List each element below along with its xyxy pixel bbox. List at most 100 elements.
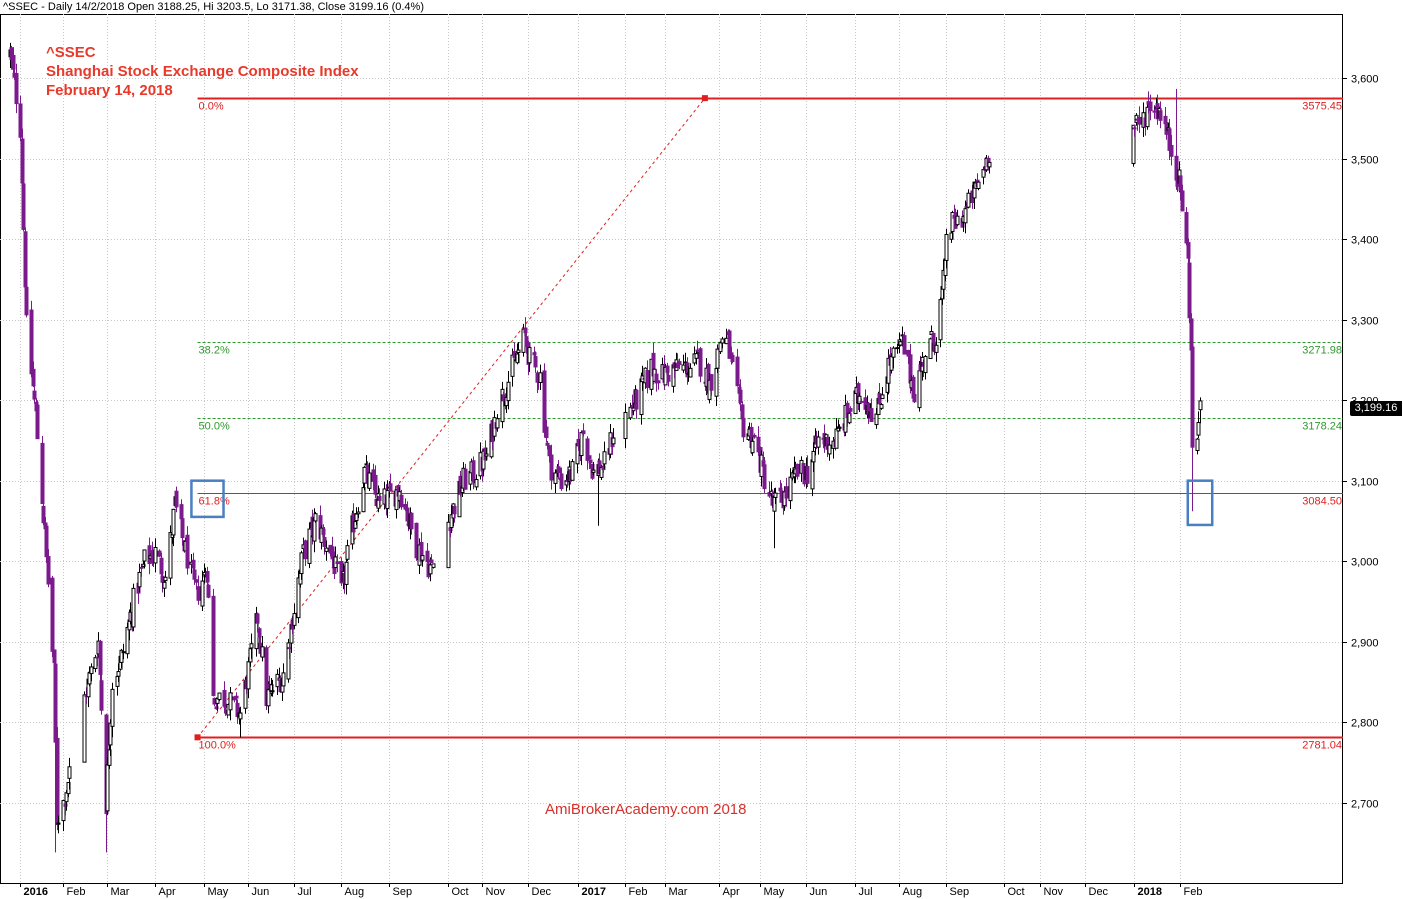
candle-body [428, 564, 433, 575]
candle-body [200, 580, 205, 607]
candle-body [157, 550, 162, 557]
candle-body [602, 451, 607, 465]
fib-level-pct: 100.0% [199, 740, 237, 752]
candle-body [67, 766, 72, 779]
candle-body [889, 355, 894, 371]
candle-body [741, 417, 746, 438]
candle-body [29, 309, 34, 375]
candle-body [510, 354, 515, 377]
y-tick-label: 2,700 [1351, 799, 1379, 811]
candle-body [196, 586, 201, 601]
candle-body [139, 566, 144, 569]
candle-body [869, 408, 874, 423]
candle-body [286, 642, 291, 680]
candle-body [23, 231, 28, 288]
candle-body [20, 138, 25, 184]
candle-body [495, 418, 500, 429]
candle-body [270, 690, 275, 693]
candle-body [581, 430, 586, 435]
candle-body [542, 370, 547, 433]
candle-body [811, 450, 816, 463]
candle-body [174, 490, 179, 508]
candle-body [895, 347, 900, 350]
candle-body [527, 346, 532, 364]
candle-body [591, 469, 596, 473]
x-tick-label: Aug [345, 886, 365, 898]
candle-body [107, 749, 112, 766]
x-tick-label: Oct [452, 886, 469, 898]
candle-body [50, 577, 55, 652]
highlight-box [1186, 479, 1214, 527]
candle-body [718, 342, 723, 353]
candle-body [31, 368, 36, 387]
candle-body [1184, 211, 1189, 244]
candle-body [41, 505, 46, 524]
candle-body [902, 335, 907, 355]
candle-body [1195, 438, 1200, 452]
candle-body [750, 440, 755, 454]
candle-body [837, 426, 842, 429]
candle-body [281, 672, 286, 687]
candle-body [523, 327, 528, 334]
candle-body [698, 348, 703, 377]
fib-level-value: 3084.50 [1302, 496, 1342, 508]
x-tick-label: Feb [67, 886, 86, 898]
plot-frame [0, 14, 1343, 884]
candle-body [972, 181, 977, 199]
grid-lines [0, 14, 1343, 884]
candle-body [180, 518, 185, 539]
candle-body [1132, 127, 1137, 130]
x-tick-label: Nov [1044, 886, 1064, 898]
chart-title-name: Shanghai Stock Exchange Composite Index [46, 63, 359, 80]
candle-body [912, 393, 917, 403]
candle-body [56, 822, 61, 825]
y-tick-label: 3,400 [1351, 235, 1379, 247]
candle-body [570, 461, 575, 481]
x-tick-label: Mar [111, 886, 130, 898]
candle-body [303, 540, 308, 560]
x-tick-label: Jul [859, 886, 873, 898]
candle-body [1189, 318, 1194, 351]
candle-body [105, 764, 110, 812]
last-price-tag: 3,199.16 [1350, 401, 1402, 416]
candle-body [324, 547, 329, 552]
fib-level-pct: 38.2% [199, 345, 230, 357]
candle-body [206, 584, 211, 598]
candle-body [377, 496, 382, 501]
candle-body [656, 380, 661, 384]
y-tick-label: 2,800 [1351, 718, 1379, 730]
candle-body [14, 73, 19, 105]
candle-body [720, 338, 725, 344]
candle-body [738, 389, 743, 404]
x-tick-label: Apr [159, 886, 176, 898]
candle-body [847, 412, 852, 424]
candle-body [35, 404, 40, 440]
candle-body [399, 494, 404, 508]
candle-body [463, 468, 468, 490]
candle-body [234, 695, 239, 699]
candle-body [344, 561, 349, 585]
candle-body [98, 640, 103, 675]
candle-body [110, 688, 115, 727]
candle-body [677, 361, 682, 365]
candle-body [1198, 400, 1203, 411]
candle-body [553, 472, 558, 484]
candle-body [533, 356, 538, 368]
candle-body [805, 466, 810, 484]
y-tick-label: 3,000 [1351, 557, 1379, 569]
candle-body [484, 453, 489, 457]
y-axis: 2,7002,8002,9003,0003,1003,2003,3003,400… [1343, 74, 1379, 811]
candle-body [834, 428, 839, 449]
fib-level-pct: 50.0% [199, 421, 230, 433]
candle-body [163, 576, 168, 582]
candle-body [859, 400, 864, 403]
y-tick-label: 3,500 [1351, 155, 1379, 167]
candle-body [1178, 175, 1183, 192]
candle-body [880, 394, 885, 400]
chart-title-date: February 14, 2018 [46, 82, 173, 99]
fib-anchor-line [197, 97, 706, 738]
candle-body [727, 330, 732, 359]
candle-body [307, 528, 312, 564]
candle-body [116, 671, 121, 677]
candle-body [1180, 190, 1185, 212]
